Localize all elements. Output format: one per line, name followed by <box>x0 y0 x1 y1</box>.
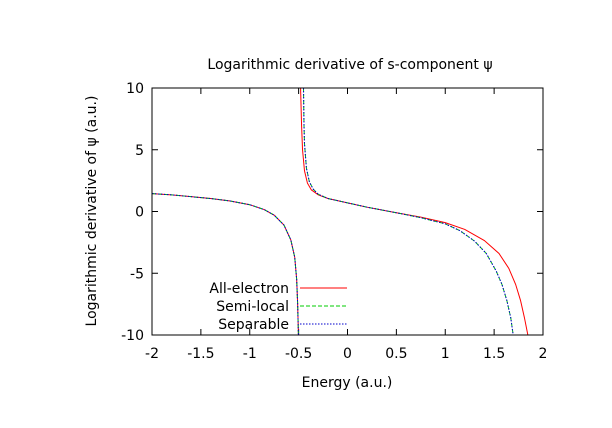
x-tick-label: -0.5 <box>285 346 312 362</box>
legend-label: All-electron <box>209 281 289 297</box>
ticks: -2 -1.5 -1 -0.5 0 0.5 1 1.5 2 -10 -5 0 5 10 <box>121 81 547 362</box>
x-tick-label: 0 <box>343 346 352 362</box>
chart-title: Logarithmic derivative of s-component ψ <box>207 57 492 73</box>
y-tick-label: -10 <box>121 328 144 344</box>
y-tick-label: -5 <box>130 266 144 282</box>
legend: All-electron Semi-local Separable <box>209 281 347 333</box>
x-tick-label: 0.5 <box>385 346 407 362</box>
legend-label: Separable <box>218 317 289 333</box>
x-tick-label: -1.5 <box>187 346 214 362</box>
x-tick-label: 1 <box>441 346 450 362</box>
y-axis-label: Logarithmic derivative of ψ (a.u.) <box>84 96 100 327</box>
x-tick-label: 1.5 <box>483 346 505 362</box>
x-axis-label: Energy (a.u.) <box>302 375 393 391</box>
series-line-1-1 <box>303 88 514 335</box>
y-tick-label: 0 <box>135 205 144 221</box>
series-layer <box>152 88 529 335</box>
x-tick-label: -2 <box>145 346 159 362</box>
series-line-0-1 <box>300 88 529 335</box>
x-tick-label: 2 <box>539 346 548 362</box>
series-line-2-0 <box>152 193 299 335</box>
legend-label: Semi-local <box>216 299 289 315</box>
y-tick-label: 5 <box>135 143 144 159</box>
plot-frame <box>151 87 544 336</box>
x-tick-label: -1 <box>243 346 257 362</box>
y-tick-label: 10 <box>126 81 144 97</box>
series-line-2-1 <box>303 88 514 335</box>
